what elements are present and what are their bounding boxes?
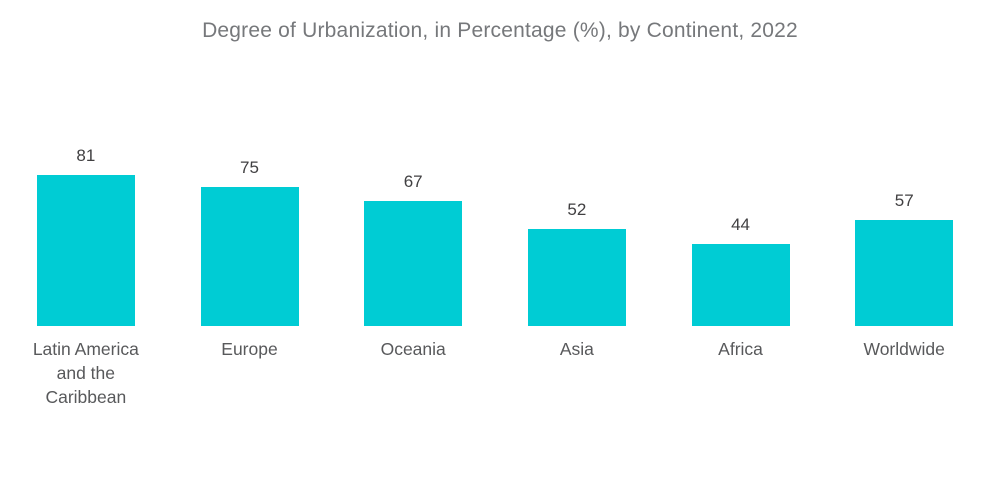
bar (36, 175, 135, 326)
bar (691, 244, 790, 326)
category-label: Europe (221, 339, 278, 359)
category-label: Worldwide (863, 339, 945, 359)
bar-group: 81 Latin America and the Caribbean (4, 45, 168, 409)
bar-value-label: 75 (240, 157, 259, 177)
category-label: Oceania (380, 339, 446, 359)
bar-wrap: 44 (659, 45, 823, 326)
bar-group: 44 Africa (659, 45, 823, 409)
category-label: Africa (718, 339, 763, 359)
bar-group: 52 Asia (495, 45, 659, 409)
bar-wrap: 81 (4, 45, 168, 326)
bar-value-label: 44 (731, 215, 750, 235)
chart-title: Degree of Urbanization, in Percentage (%… (202, 19, 798, 42)
bar-wrap: 67 (331, 45, 495, 326)
bar-value-label: 67 (403, 172, 423, 192)
category-label: Latin America and the Caribbean (32, 339, 139, 408)
bar-wrap: 52 (495, 45, 659, 326)
bar (855, 220, 954, 326)
bar-value-label: 57 (894, 191, 914, 210)
bar-group: 57 Worldwide (822, 45, 986, 409)
bar-value-label: 81 (76, 146, 96, 166)
bar-wrap: 57 (822, 45, 986, 326)
bar (200, 186, 299, 326)
category-label: Asia (559, 339, 594, 359)
bar-value-label: 52 (567, 200, 587, 220)
bar (364, 201, 463, 326)
plot-area: 81 Latin America and the Caribbean 75 Europ… (4, 45, 986, 409)
bar (527, 229, 626, 326)
bar-group: 75 Europe (168, 45, 332, 409)
bar-group: 67 Oceania (331, 45, 495, 409)
bar-wrap: 75 (168, 45, 332, 326)
